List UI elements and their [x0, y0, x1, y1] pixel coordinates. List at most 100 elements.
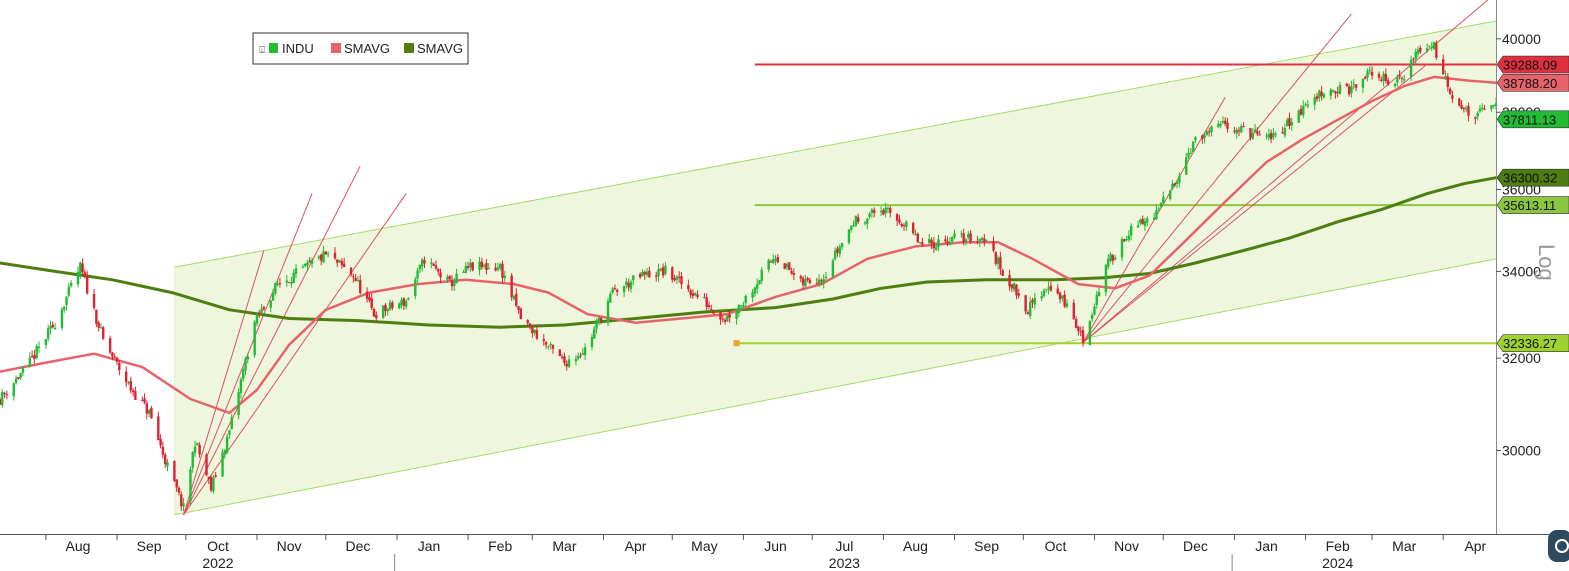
level-anchor-handle[interactable]	[733, 340, 740, 347]
x-tick-label: Oct	[1045, 538, 1067, 554]
candle-body	[1008, 275, 1011, 287]
candle-body	[81, 263, 84, 273]
candle-body	[1072, 302, 1076, 319]
candle-body	[1396, 77, 1399, 83]
candle-body	[391, 302, 394, 308]
candle-body	[258, 312, 261, 316]
channel-upper-line[interactable]	[174, 20, 1497, 268]
candle-body	[691, 293, 695, 296]
corner-widget-bg[interactable]	[1548, 530, 1569, 562]
candle-body	[1047, 287, 1050, 289]
candle-body	[189, 469, 192, 502]
fan-line-0-2[interactable]	[183, 165, 361, 516]
candle-body	[648, 270, 651, 278]
candle-body	[12, 383, 15, 397]
candle-body	[271, 293, 275, 301]
candle-body	[1338, 84, 1342, 94]
candle-body	[517, 306, 520, 310]
candle-body	[432, 264, 435, 266]
price-label-5: 32336.27	[1496, 334, 1569, 352]
corner-widget[interactable]	[1548, 530, 1569, 562]
candle-body	[967, 234, 970, 238]
legend-label-smavg-fast: SMAVG	[344, 41, 390, 56]
candle-body	[641, 271, 644, 277]
candle-body	[817, 279, 821, 285]
legend-label-smavg-slow: SMAVG	[417, 41, 463, 56]
candle-body	[1024, 295, 1027, 312]
candle-body	[342, 263, 346, 268]
fan-line-1-3[interactable]	[1082, 63, 1428, 343]
candle-body	[902, 225, 906, 227]
candle-body	[108, 338, 112, 353]
candle-body	[193, 446, 197, 453]
candle-body	[437, 269, 440, 272]
fan-line-1-1[interactable]	[1082, 13, 1352, 343]
candle-body	[680, 276, 683, 285]
candle-body	[1109, 254, 1112, 261]
candle-body	[1162, 197, 1165, 204]
legend-entry-1[interactable]: SMAVG	[331, 41, 390, 56]
candle-body	[498, 264, 502, 269]
candle-body	[547, 346, 550, 348]
legend-swatch-smavg-slow	[404, 43, 414, 53]
candle-body	[606, 301, 610, 322]
candle-body	[225, 436, 229, 453]
candle-body	[868, 213, 871, 217]
candle-body	[1377, 74, 1381, 78]
candle-body	[46, 328, 50, 339]
candle-body	[808, 279, 812, 283]
candle-body	[1201, 135, 1204, 139]
candle-body	[1129, 225, 1133, 236]
legend-entry-2[interactable]: SMAVG	[404, 41, 463, 56]
candle-body	[760, 269, 763, 281]
candle-body	[597, 317, 601, 324]
candle-body	[223, 449, 227, 455]
candle-body	[51, 324, 54, 328]
candle-body	[1042, 290, 1046, 297]
candle-body	[285, 280, 289, 283]
candle-body	[1281, 132, 1284, 134]
candle-body	[5, 394, 9, 396]
y-tick-label: 32000	[1502, 350, 1541, 366]
legend-entry-0[interactable]: ⍗ INDU	[259, 41, 314, 56]
candle-body	[407, 297, 410, 300]
candle-body	[1136, 225, 1140, 228]
candle-body	[67, 286, 71, 296]
candle-body	[978, 238, 981, 242]
candle-body	[1306, 104, 1310, 107]
candle-body	[776, 257, 780, 263]
candle-body	[719, 312, 722, 320]
channel-lower-line[interactable]	[174, 258, 1497, 516]
candle-body	[400, 299, 403, 306]
candle-body	[1065, 303, 1069, 307]
candle-body	[964, 239, 968, 243]
candle-body	[1074, 319, 1078, 328]
candle-body	[916, 233, 919, 243]
candle-body	[549, 343, 552, 346]
candle-body	[76, 271, 80, 285]
legend-collapse-icon[interactable]: ⍗	[259, 45, 265, 56]
fan-line-0-3[interactable]	[183, 193, 407, 516]
candle-body	[558, 349, 562, 357]
candle-body	[914, 234, 917, 236]
candle-body	[1428, 45, 1431, 47]
candle-body	[1079, 331, 1082, 333]
candle-body	[85, 275, 89, 294]
candle-body	[645, 271, 649, 276]
candle-body	[657, 269, 660, 277]
candle-body	[255, 313, 259, 324]
corner-widget-icon[interactable]	[1555, 539, 1569, 553]
x-tick-label: Apr	[1464, 538, 1486, 554]
sma-fast-line[interactable]	[0, 75, 1498, 415]
x-tick-label: Feb	[1326, 538, 1350, 554]
candle-body	[767, 260, 770, 270]
candle-body	[1286, 119, 1289, 127]
candle-body	[898, 219, 901, 223]
fan-line-0-0[interactable]	[183, 250, 265, 516]
candle-body	[852, 225, 855, 227]
candle-body	[879, 211, 883, 213]
candle-body	[953, 233, 956, 238]
candle-body	[551, 344, 555, 349]
candle-body	[375, 314, 378, 319]
candle-body	[918, 242, 922, 244]
